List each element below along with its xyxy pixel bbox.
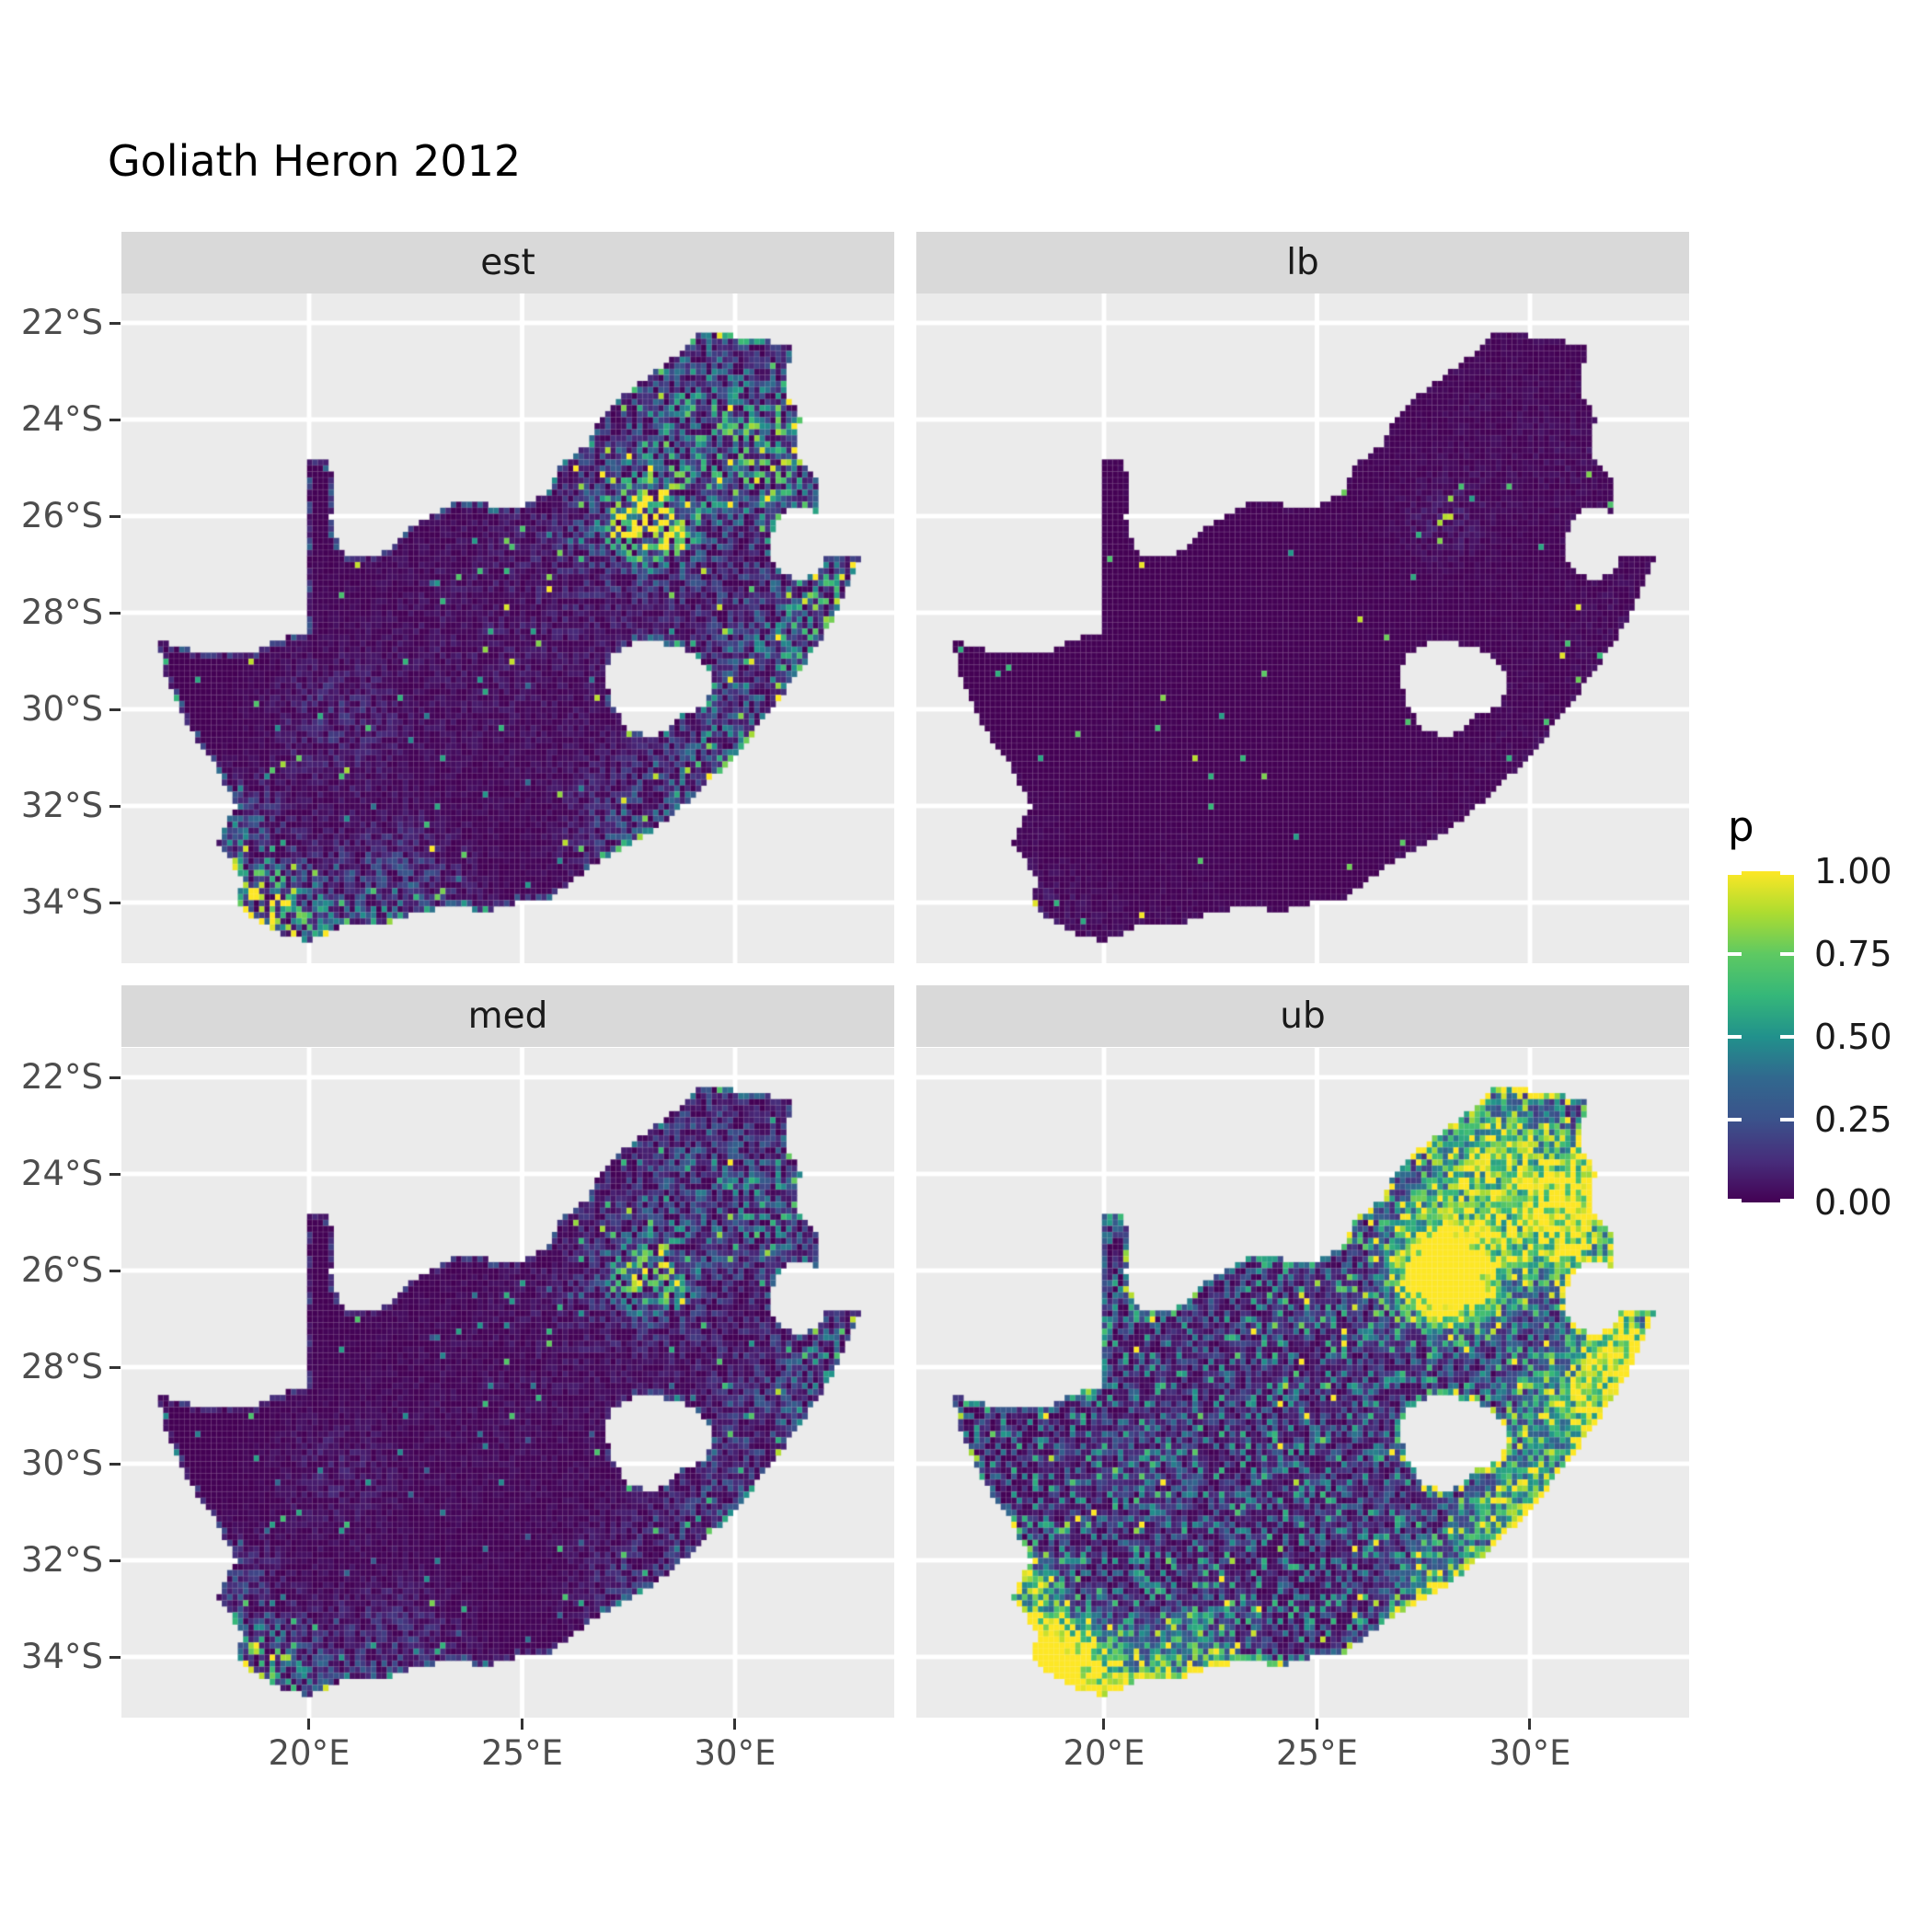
y-axis-tick — [109, 321, 121, 325]
x-axis-tick-label: 20°E — [268, 1733, 351, 1773]
legend-tick-label: 0.00 — [1814, 1182, 1892, 1223]
y-axis-tick — [109, 418, 121, 421]
y-axis-tick — [109, 611, 121, 615]
legend-tick — [1728, 871, 1742, 875]
facet-map-ub — [916, 1048, 1689, 1718]
y-axis-tick — [109, 514, 121, 518]
x-axis-tick — [307, 1719, 311, 1730]
y-axis-tick — [109, 1365, 121, 1369]
facet-strip-label-med: med — [467, 995, 548, 1037]
y-axis-tick-label: 34°S — [20, 1637, 103, 1677]
y-axis-tick-label: 22°S — [20, 303, 103, 343]
y-axis-tick-label: 24°S — [20, 399, 103, 440]
facet-map-est — [121, 293, 894, 963]
x-axis-tick-label: 25°E — [1276, 1733, 1358, 1773]
facet-strip-label-est: est — [480, 242, 535, 283]
legend-tick — [1780, 1118, 1794, 1121]
facet-strip-ub: ub — [916, 985, 1689, 1047]
y-axis-tick-label: 22°S — [20, 1057, 103, 1098]
legend-tick — [1728, 1118, 1742, 1121]
legend-tick-label: 0.25 — [1814, 1099, 1892, 1140]
y-axis-tick-label: 26°S — [20, 1250, 103, 1291]
plot-title: Goliath Heron 2012 — [108, 136, 522, 186]
facet-strip-med: med — [121, 985, 894, 1047]
y-axis-tick — [109, 707, 121, 711]
y-axis-tick — [109, 1655, 121, 1659]
legend-tick — [1728, 1035, 1742, 1039]
facet-strip-label-ub: ub — [1280, 995, 1326, 1037]
y-axis-tick — [109, 901, 121, 904]
x-axis-tick — [1102, 1719, 1106, 1730]
legend-tick — [1728, 952, 1742, 956]
facet-strip-label-lb: lb — [1286, 242, 1319, 283]
legend-tick-label: 1.00 — [1814, 851, 1892, 891]
legend-title: p — [1728, 802, 1754, 851]
legend-tick — [1780, 1199, 1794, 1202]
x-axis-tick-label: 30°E — [1489, 1733, 1571, 1773]
x-axis-tick-label: 20°E — [1063, 1733, 1145, 1773]
y-axis-tick-label: 30°S — [20, 1443, 103, 1484]
y-axis-tick-label: 26°S — [20, 496, 103, 536]
x-axis-tick — [1528, 1719, 1532, 1730]
y-axis-tick — [109, 1558, 121, 1562]
x-axis-tick-label: 30°E — [694, 1733, 776, 1773]
y-axis-tick — [109, 804, 121, 808]
y-axis-tick — [109, 1462, 121, 1466]
legend-tick-label: 0.50 — [1814, 1017, 1892, 1057]
y-axis-tick — [109, 1269, 121, 1272]
y-axis-tick-label: 30°S — [20, 689, 103, 730]
legend-tick — [1780, 1035, 1794, 1039]
y-axis-tick-label: 28°S — [20, 1347, 103, 1387]
facet-map-med — [121, 1048, 894, 1718]
y-axis-tick-label: 34°S — [20, 882, 103, 923]
x-axis-tick — [733, 1719, 737, 1730]
facet-map-lb — [916, 293, 1689, 963]
legend-tick — [1780, 952, 1794, 956]
y-axis-tick — [109, 1075, 121, 1079]
y-axis-tick — [109, 1172, 121, 1176]
x-axis-tick-label: 25°E — [481, 1733, 563, 1773]
y-axis-tick-label: 32°S — [20, 786, 103, 826]
y-axis-tick-label: 28°S — [20, 592, 103, 633]
y-axis-tick-label: 32°S — [20, 1540, 103, 1581]
x-axis-tick — [1315, 1719, 1318, 1730]
facet-strip-lb: lb — [916, 232, 1689, 293]
y-axis-tick-label: 24°S — [20, 1154, 103, 1194]
x-axis-tick — [520, 1719, 523, 1730]
legend-tick-label: 0.75 — [1814, 934, 1892, 974]
facet-strip-est: est — [121, 232, 894, 293]
legend-tick — [1728, 1199, 1742, 1202]
legend-tick — [1780, 871, 1794, 875]
